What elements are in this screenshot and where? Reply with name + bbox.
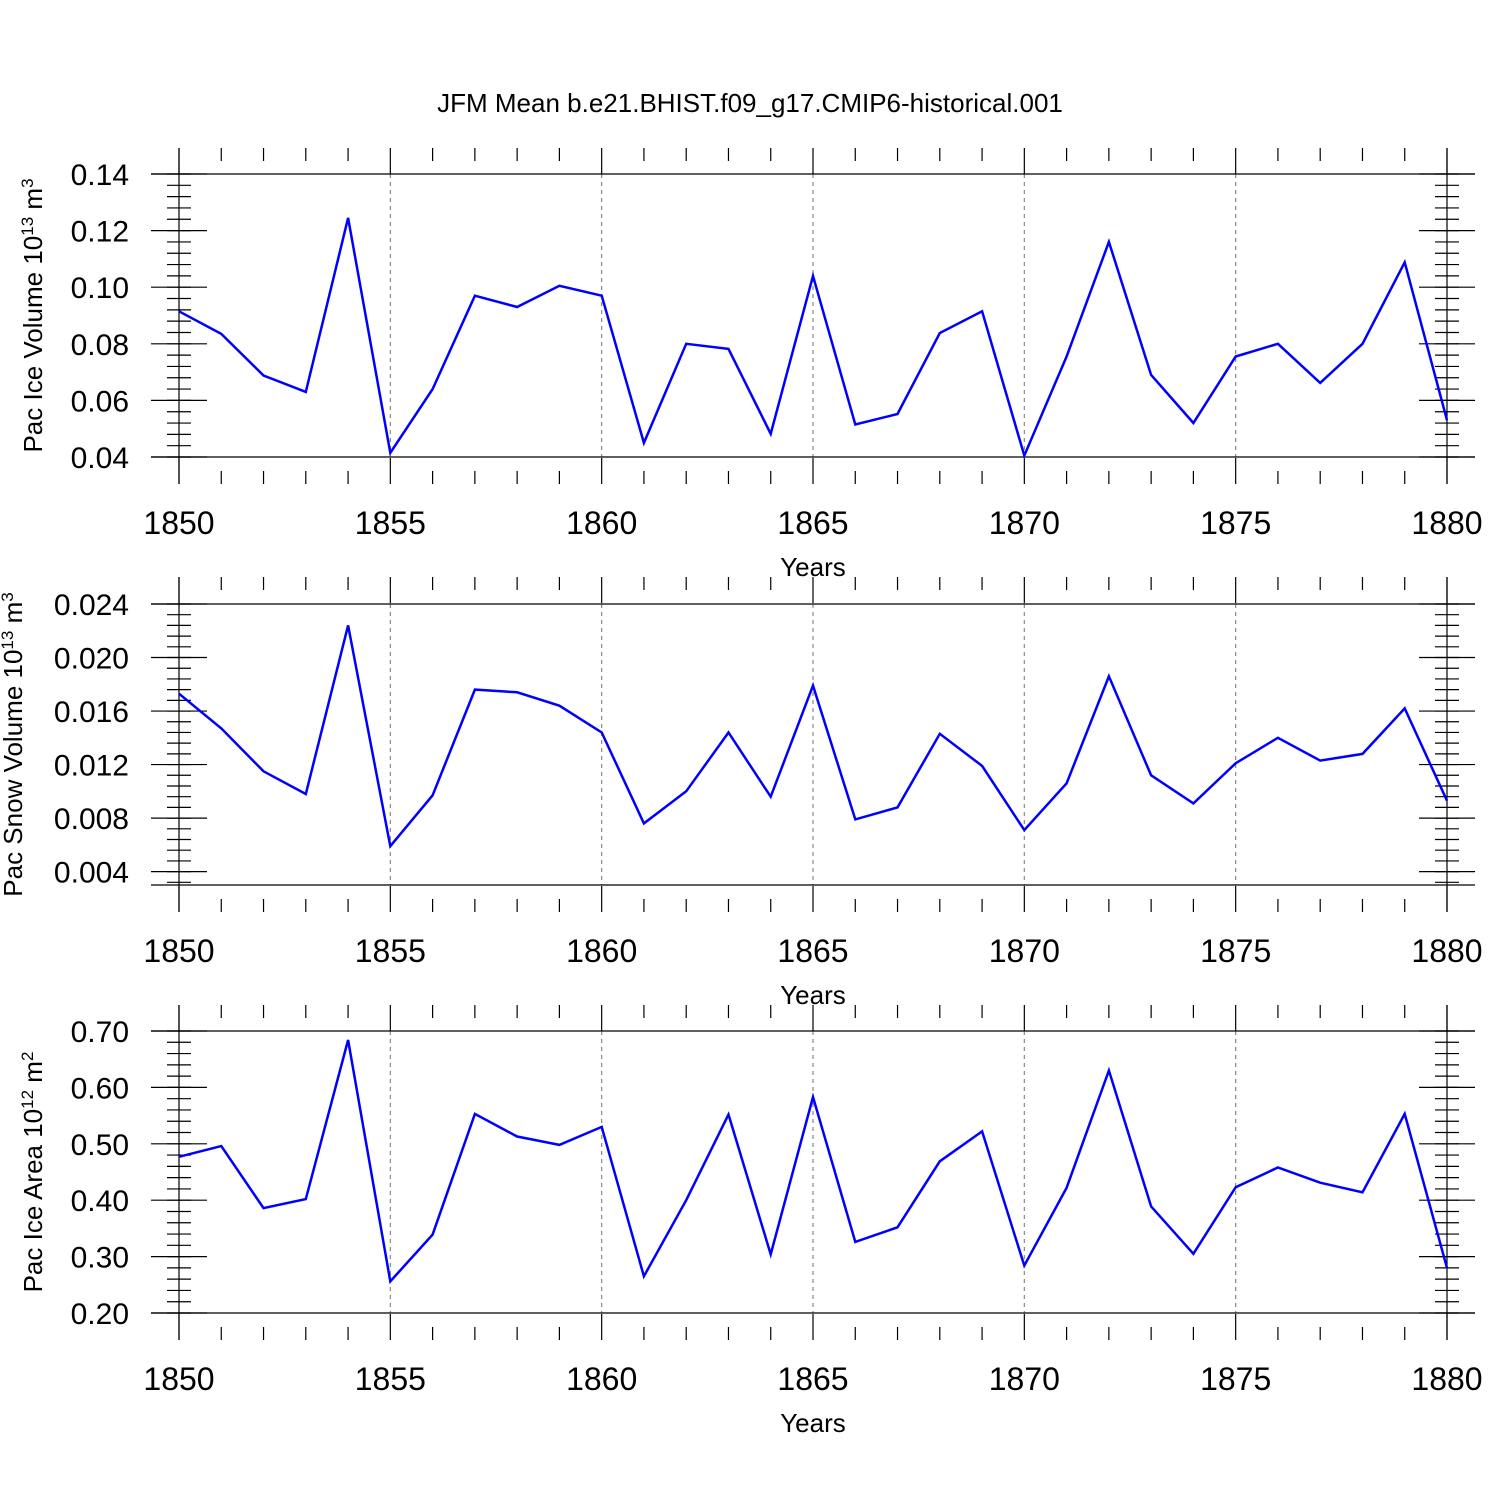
x-tick-label: 1875 bbox=[1200, 1361, 1271, 1397]
x-tick-label: 1865 bbox=[777, 1361, 848, 1397]
x-tick-label: 1875 bbox=[1200, 933, 1271, 969]
panels-group: 0.04 0.06 0.08 0.10 0.12 0.14 1850 1855 1860 1865… bbox=[0, 148, 1483, 1438]
y-label-text: m bbox=[18, 1061, 48, 1090]
y-tick-label: 0.70 bbox=[71, 1016, 129, 1049]
y-axis-label: Pac Ice Volume 1013 m3 bbox=[18, 178, 49, 452]
y-tick-label: 0.06 bbox=[71, 385, 129, 418]
y-tick-label: 0.016 bbox=[54, 696, 129, 729]
x-tick-label: 1880 bbox=[1411, 505, 1482, 541]
y-tick-label: 0.30 bbox=[71, 1242, 129, 1275]
x-tick-label: 1860 bbox=[566, 933, 637, 969]
chart-title: JFM Mean b.e21.BHIST.f09_g17.CMIP6-histo… bbox=[437, 88, 1063, 118]
x-tick-label: 1855 bbox=[355, 1361, 426, 1397]
y-tick-label: 0.08 bbox=[71, 329, 129, 362]
y-tick-label: 0.40 bbox=[71, 1185, 129, 1218]
y-label-superscript: 13 bbox=[18, 217, 37, 236]
x-tick-label: 1855 bbox=[355, 505, 426, 541]
y-tick-label: 0.008 bbox=[54, 803, 129, 836]
y-axis-label: Pac Snow Volume 1013 m3 bbox=[0, 592, 28, 896]
y-label-text: Pac Ice Area 10 bbox=[18, 1109, 48, 1293]
y-label-text: Pac Snow Volume 10 bbox=[0, 650, 28, 897]
x-tick-label: 1850 bbox=[143, 1361, 214, 1397]
panel-2: 0.004 0.008 0.012 0.016 0.020 0.024 1850 1855 18… bbox=[0, 577, 1483, 1010]
y-label-superscript: 3 bbox=[0, 592, 17, 601]
panel-3: 0.20 0.30 0.40 0.50 0.60 0.70 1850 1855 1860 1865… bbox=[18, 1005, 1483, 1438]
y-tick-label: 0.020 bbox=[54, 643, 129, 676]
x-tick-label: 1865 bbox=[777, 933, 848, 969]
y-label-text: m bbox=[18, 188, 48, 217]
x-tick-label: 1870 bbox=[989, 1361, 1060, 1397]
x-tick-label: 1860 bbox=[566, 1361, 637, 1397]
y-tick-label: 0.012 bbox=[54, 750, 129, 783]
y-tick-label: 0.004 bbox=[54, 857, 129, 890]
x-tick-label: 1880 bbox=[1411, 1361, 1482, 1397]
x-axis-label: Years bbox=[780, 1408, 846, 1438]
series-line bbox=[178, 1039, 1449, 1285]
x-tick-label: 1850 bbox=[143, 505, 214, 541]
panel-1: 0.04 0.06 0.08 0.10 0.12 0.14 1850 1855 1860 1865… bbox=[18, 148, 1483, 582]
y-tick-label: 0.024 bbox=[54, 589, 129, 622]
series-line bbox=[178, 625, 1449, 850]
y-label-superscript: 12 bbox=[18, 1090, 37, 1109]
y-label-superscript: 3 bbox=[18, 178, 37, 187]
y-tick-label: 0.12 bbox=[71, 216, 129, 249]
x-tick-label: 1880 bbox=[1411, 933, 1482, 969]
y-tick-label: 0.50 bbox=[71, 1129, 129, 1162]
x-tick-label: 1850 bbox=[143, 933, 214, 969]
x-tick-label: 1855 bbox=[355, 933, 426, 969]
y-label-text: m bbox=[0, 602, 28, 631]
x-tick-label: 1865 bbox=[777, 505, 848, 541]
x-tick-label: 1860 bbox=[566, 505, 637, 541]
y-axis-label: Pac Ice Area 1012 m2 bbox=[18, 1052, 49, 1293]
y-label-superscript: 2 bbox=[18, 1052, 37, 1061]
y-label-superscript: 13 bbox=[0, 631, 17, 650]
y-label-text: Pac Ice Volume 10 bbox=[18, 236, 48, 453]
x-tick-label: 1870 bbox=[989, 505, 1060, 541]
series-line bbox=[178, 217, 1449, 460]
x-tick-label: 1870 bbox=[989, 933, 1060, 969]
y-tick-label: 0.60 bbox=[71, 1072, 129, 1105]
y-tick-label: 0.04 bbox=[71, 442, 129, 475]
y-tick-label: 0.10 bbox=[71, 272, 129, 305]
y-tick-label: 0.20 bbox=[71, 1298, 129, 1331]
x-tick-label: 1875 bbox=[1200, 505, 1271, 541]
y-tick-label: 0.14 bbox=[71, 159, 129, 192]
